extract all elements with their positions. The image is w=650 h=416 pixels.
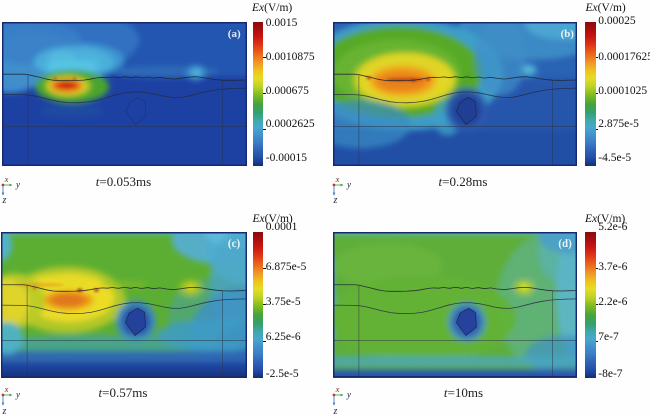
svg-text:(b): (b) bbox=[560, 27, 574, 39]
svg-text:y: y bbox=[346, 179, 351, 189]
svg-text:x: x bbox=[4, 175, 9, 184]
svg-text:(c): (c) bbox=[228, 238, 241, 250]
svg-text:x: x bbox=[4, 385, 9, 394]
svg-text:x: x bbox=[335, 175, 340, 184]
svg-text:(a): (a) bbox=[227, 27, 240, 39]
svg-text:y: y bbox=[15, 179, 20, 189]
svg-text:(d): (d) bbox=[558, 238, 572, 250]
svg-text:y: y bbox=[346, 390, 351, 400]
svg-text:x: x bbox=[335, 385, 340, 394]
svg-text:y: y bbox=[15, 390, 20, 400]
